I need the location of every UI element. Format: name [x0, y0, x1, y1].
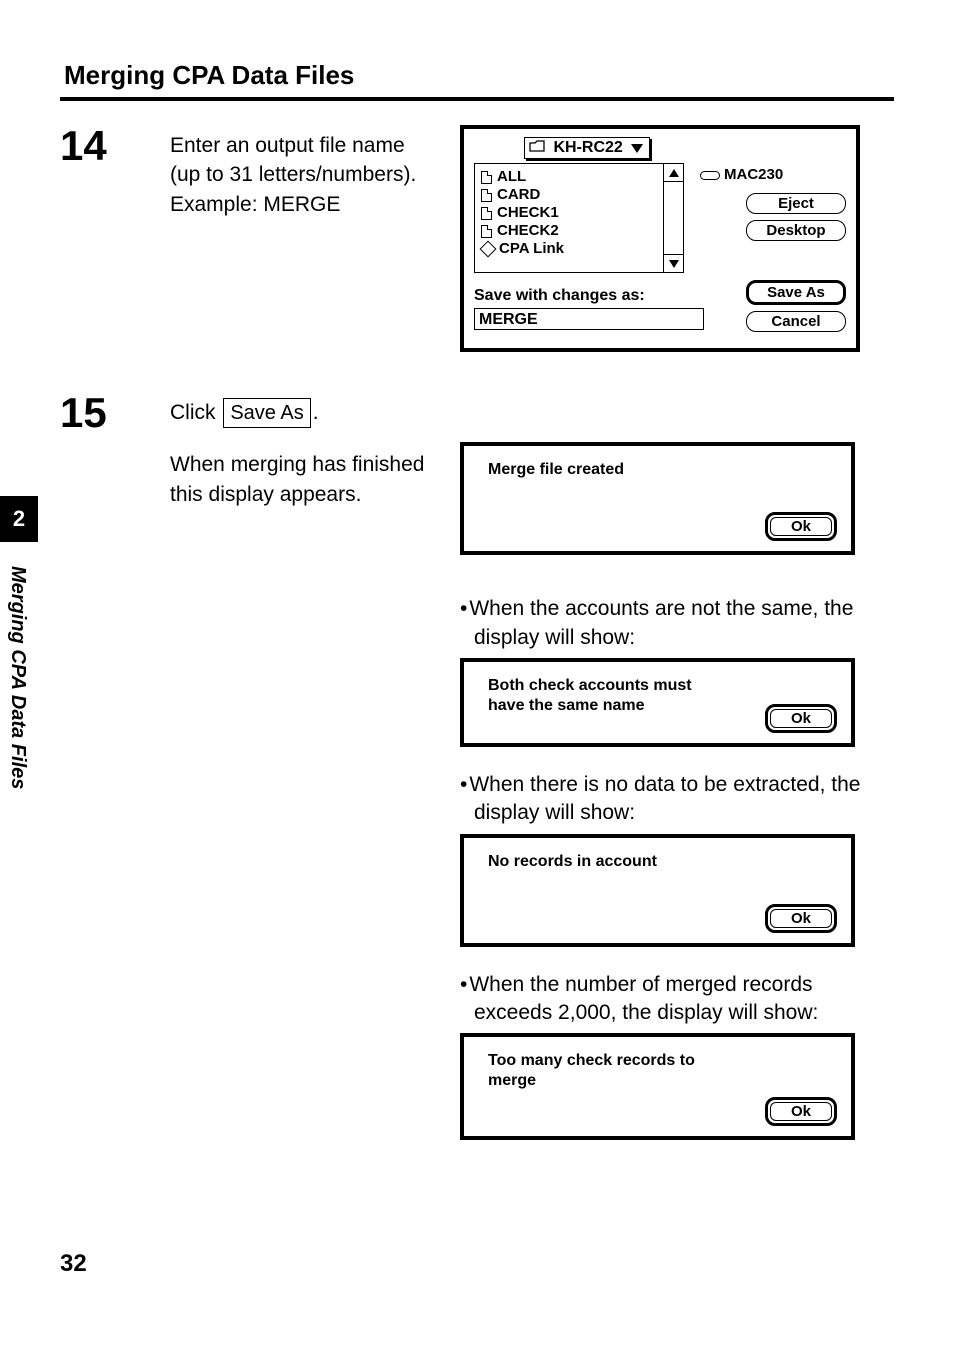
step-number: 15: [60, 392, 170, 434]
file-name: CPA Link: [499, 240, 564, 257]
document-icon: [481, 207, 492, 220]
ok-label: Ok: [770, 909, 832, 928]
document-icon: [481, 189, 492, 202]
disk-label: MAC230: [700, 166, 846, 183]
section-side-title: Merging CPA Data Files: [6, 566, 29, 789]
file-item[interactable]: CHECK1: [481, 204, 657, 221]
step-15: 15 Click Save As. When merging has finis…: [60, 392, 894, 555]
file-item[interactable]: ALL: [481, 168, 657, 185]
save-dialog: KH-RC22 ALL CARD CHECK1 CHECK2 CPA Link: [460, 125, 860, 352]
ok-button[interactable]: Ok: [765, 512, 837, 541]
page-number: 32: [60, 1250, 894, 1278]
document-icon: [481, 225, 492, 238]
alert-message: Merge file created: [488, 460, 718, 480]
file-name: CHECK1: [497, 204, 559, 221]
step14-line2: (up to 31 letters/numbers).: [170, 163, 416, 186]
ok-button[interactable]: Ok: [765, 904, 837, 933]
alert-same-name: Both check accounts must have the same n…: [460, 658, 855, 747]
step-14: 14 Enter an output file name (up to 31 l…: [60, 125, 894, 352]
ok-button[interactable]: Ok: [765, 1097, 837, 1126]
file-name: ALL: [497, 168, 526, 185]
ok-label: Ok: [770, 517, 832, 536]
eject-button[interactable]: Eject: [746, 193, 846, 214]
disk-icon: [700, 171, 720, 180]
note-no-data: When there is no data to be extracted, t…: [474, 771, 894, 828]
alert-no-records: No records in account Ok: [460, 834, 855, 947]
period: .: [313, 401, 319, 424]
folder-dropdown[interactable]: KH-RC22: [524, 137, 650, 159]
desktop-button[interactable]: Desktop: [746, 220, 846, 241]
step14-line1: Enter an output file name: [170, 134, 405, 157]
save-as-button[interactable]: Save As: [746, 280, 846, 305]
step-text: Enter an output file name (up to 31 lett…: [170, 125, 450, 219]
note-accounts-same: When the accounts are not the same, the …: [474, 595, 894, 652]
step14-line3: Example: MERGE: [170, 193, 340, 216]
filename-input[interactable]: MERGE: [474, 308, 704, 330]
disk-name: MAC230: [724, 166, 783, 183]
cancel-button[interactable]: Cancel: [746, 311, 846, 332]
alert-message: Too many check records to merge: [488, 1051, 718, 1091]
alert-merge-created: Merge file created Ok: [460, 442, 855, 555]
document-icon: [481, 171, 492, 184]
folder-icon: [529, 139, 545, 157]
file-item[interactable]: CARD: [481, 186, 657, 203]
ok-button[interactable]: Ok: [765, 704, 837, 733]
alert-too-many: Too many check records to merge Ok: [460, 1033, 855, 1140]
scroll-track[interactable]: [664, 182, 683, 254]
step-number: 14: [60, 125, 170, 167]
file-name: CARD: [497, 186, 540, 203]
scroll-down-icon[interactable]: [664, 254, 683, 272]
scrollbar[interactable]: [663, 164, 683, 272]
file-list[interactable]: ALL CARD CHECK1 CHECK2 CPA Link: [475, 164, 663, 272]
file-name: CHECK2: [497, 222, 559, 239]
save-as-inline-button: Save As: [223, 398, 310, 428]
alert-message: No records in account: [488, 852, 718, 872]
ok-label: Ok: [770, 709, 832, 728]
step-text: Click Save As. When merging has finished…: [170, 392, 450, 509]
title-rule: [60, 97, 894, 101]
file-item[interactable]: CHECK2: [481, 222, 657, 239]
section-tab: 2: [0, 496, 38, 542]
note-too-many: When the number of merged records exceed…: [474, 971, 894, 1028]
chevron-down-icon: [631, 144, 643, 153]
file-item[interactable]: CPA Link: [481, 240, 657, 257]
scroll-up-icon[interactable]: [664, 164, 683, 182]
application-icon: [480, 241, 497, 258]
file-list-box: ALL CARD CHECK1 CHECK2 CPA Link: [474, 163, 684, 273]
click-text: Click: [170, 401, 221, 424]
folder-name: KH-RC22: [553, 139, 622, 156]
ok-label: Ok: [770, 1102, 832, 1121]
step15-para: When merging has finished this display a…: [170, 450, 450, 509]
page-title: Merging CPA Data Files: [64, 60, 894, 91]
